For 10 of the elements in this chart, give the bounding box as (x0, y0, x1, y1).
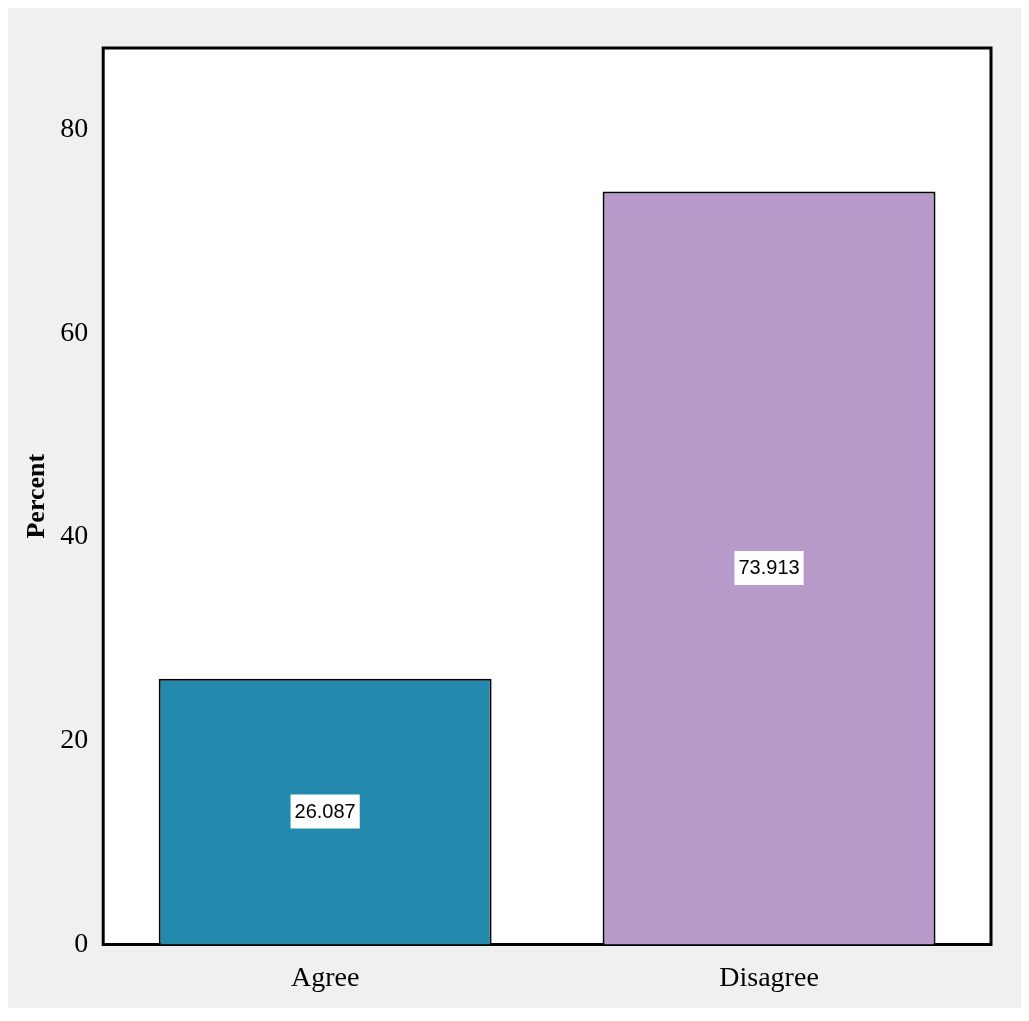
y-tick-label: 60 (60, 315, 89, 347)
data-label: 26.087 (294, 800, 356, 823)
y-tick-label: 20 (60, 723, 89, 755)
y-tick-label: 40 (60, 519, 89, 551)
x-tick-label: Agree (290, 960, 360, 992)
y-tick-label: 0 (74, 926, 89, 958)
data-label: 73.913 (738, 556, 800, 579)
x-tick-label: Disagree (719, 960, 819, 992)
y-axis-title: Percent (21, 453, 51, 539)
y-tick-label: 80 (60, 111, 89, 143)
